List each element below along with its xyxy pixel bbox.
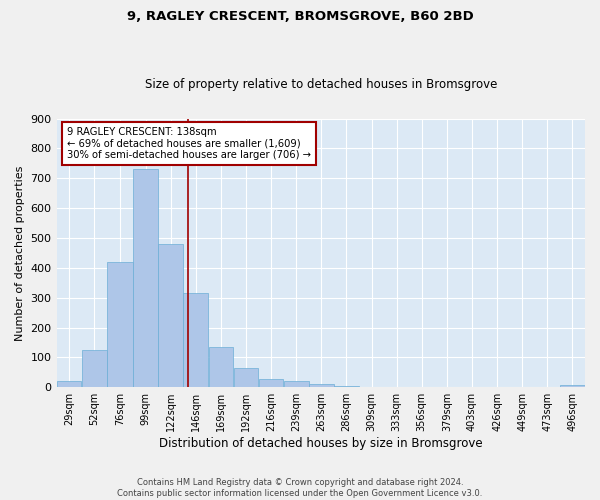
- Bar: [209, 347, 233, 387]
- Text: Contains HM Land Registry data © Crown copyright and database right 2024.
Contai: Contains HM Land Registry data © Crown c…: [118, 478, 482, 498]
- Bar: [184, 293, 208, 387]
- Bar: [233, 368, 258, 387]
- Y-axis label: Number of detached properties: Number of detached properties: [15, 165, 25, 340]
- Title: Size of property relative to detached houses in Bromsgrove: Size of property relative to detached ho…: [145, 78, 497, 91]
- Bar: [133, 170, 158, 387]
- Bar: [334, 386, 359, 387]
- Bar: [107, 262, 133, 387]
- Text: 9 RAGLEY CRESCENT: 138sqm
← 69% of detached houses are smaller (1,609)
30% of se: 9 RAGLEY CRESCENT: 138sqm ← 69% of detac…: [67, 126, 311, 160]
- Bar: [560, 385, 585, 387]
- Bar: [259, 379, 283, 387]
- X-axis label: Distribution of detached houses by size in Bromsgrove: Distribution of detached houses by size …: [159, 437, 482, 450]
- Bar: [158, 244, 183, 387]
- Bar: [82, 350, 107, 387]
- Bar: [309, 384, 334, 387]
- Bar: [57, 381, 82, 387]
- Text: 9, RAGLEY CRESCENT, BROMSGROVE, B60 2BD: 9, RAGLEY CRESCENT, BROMSGROVE, B60 2BD: [127, 10, 473, 23]
- Bar: [284, 380, 308, 387]
